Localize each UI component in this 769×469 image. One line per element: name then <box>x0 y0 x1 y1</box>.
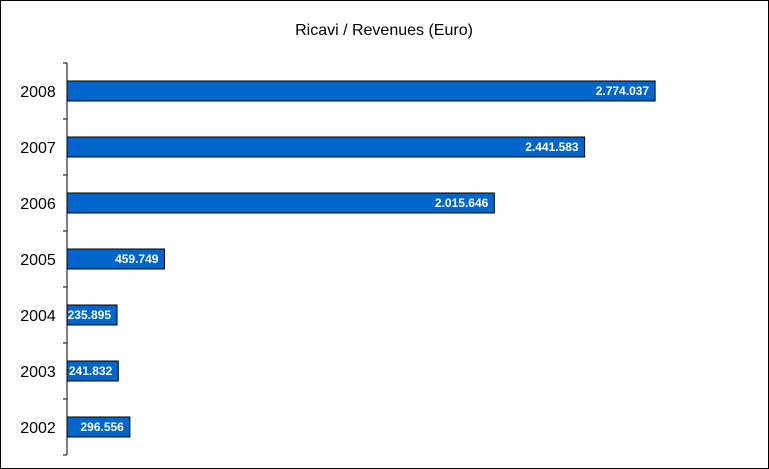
bar-2005 <box>66 248 165 270</box>
data-label-2004: 235.895 <box>68 308 112 322</box>
bar-2002 <box>66 416 131 438</box>
category-label-2003: 2003 <box>20 364 56 381</box>
category-label-2002: 2002 <box>20 420 56 437</box>
bar-2008 <box>66 80 656 102</box>
category-label-2005: 2005 <box>20 252 56 269</box>
bars <box>66 80 656 438</box>
data-label-2005: 459.749 <box>115 252 159 266</box>
category-labels: 2008 2007 2006 2005 2004 2003 2002 <box>20 84 56 437</box>
y-axis-ticks <box>63 62 67 456</box>
category-label-2004: 2004 <box>20 308 56 325</box>
category-label-2007: 2007 <box>20 140 56 157</box>
data-label-2008: 2.774.037 <box>596 84 650 98</box>
data-label-2006: 2.015.646 <box>435 196 489 210</box>
category-label-2008: 2008 <box>20 84 56 101</box>
bar-2007 <box>66 136 586 158</box>
category-label-2006: 2006 <box>20 196 56 213</box>
data-label-2002: 296.556 <box>80 420 124 434</box>
data-label-2007: 2.441.583 <box>525 140 579 154</box>
bar-2006 <box>66 192 495 214</box>
data-labels: 2.774.037 2.441.583 2.015.646 459.749 235.89… <box>68 84 650 434</box>
chart-title: Ricavi / Revenues (Euro) <box>295 22 473 39</box>
bar-2003 <box>66 360 119 382</box>
bar-2004 <box>66 304 118 326</box>
data-label-2003: 241.832 <box>69 364 113 378</box>
